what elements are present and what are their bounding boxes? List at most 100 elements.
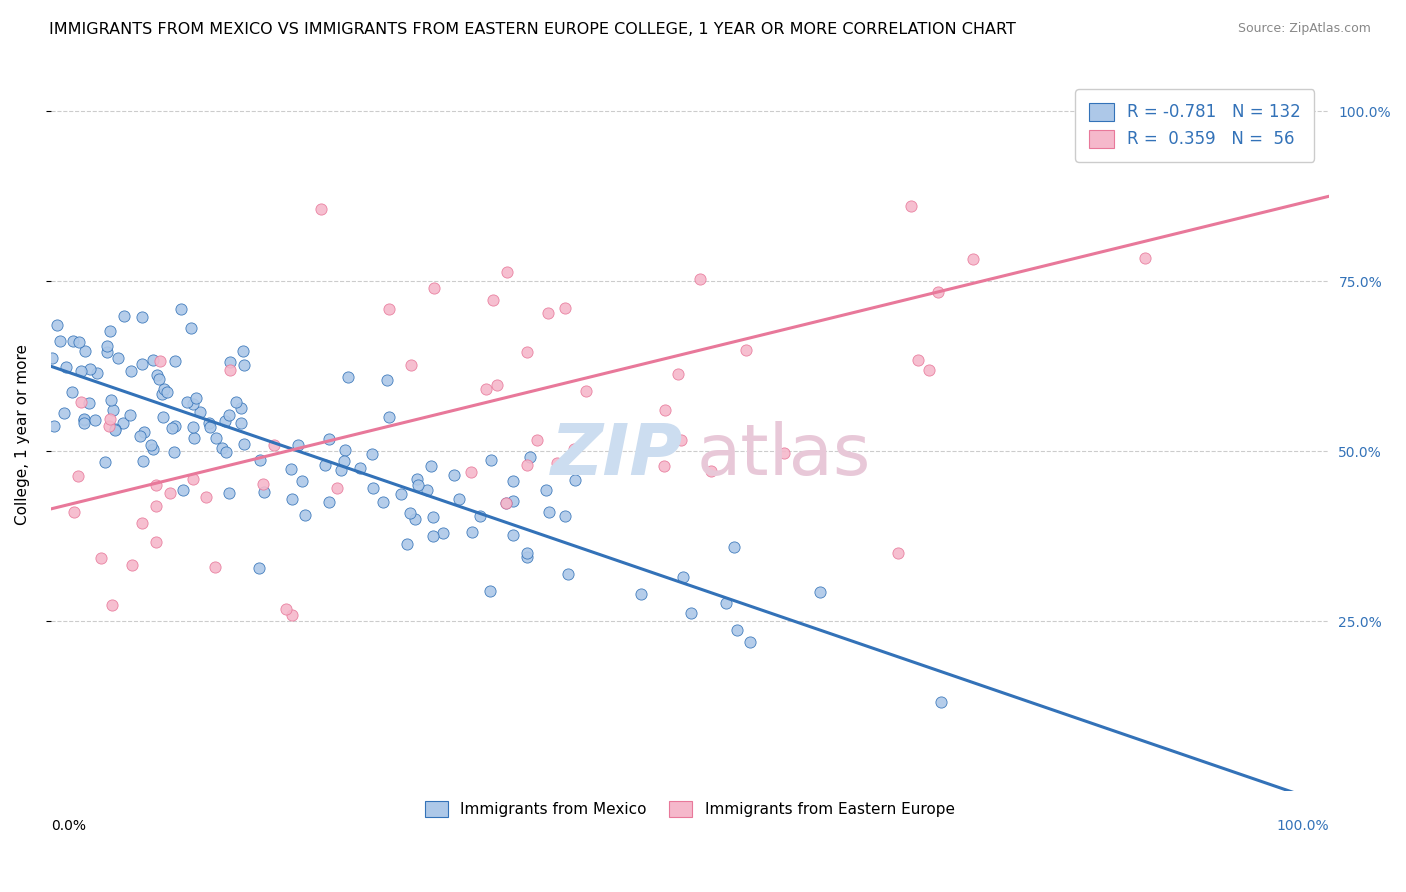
Point xyxy=(333,453,356,467)
Point xyxy=(165,419,187,434)
Point xyxy=(808,584,831,599)
Point xyxy=(79,362,101,376)
Point xyxy=(375,373,398,387)
Point xyxy=(180,321,202,335)
Point xyxy=(700,464,723,478)
Point xyxy=(666,367,689,381)
Text: IMMIGRANTS FROM MEXICO VS IMMIGRANTS FROM EASTERN EUROPE COLLEGE, 1 YEAR OR MORE: IMMIGRANTS FROM MEXICO VS IMMIGRANTS FRO… xyxy=(49,22,1017,37)
Text: ZIP: ZIP xyxy=(551,421,683,490)
Point xyxy=(377,410,399,425)
Point xyxy=(131,516,153,530)
Point xyxy=(41,351,63,366)
Point xyxy=(218,362,240,376)
Point xyxy=(42,419,65,434)
Point xyxy=(669,433,692,447)
Point xyxy=(159,486,181,500)
Point xyxy=(335,442,357,457)
Point xyxy=(654,403,676,417)
Point xyxy=(211,441,233,455)
Point xyxy=(225,395,247,409)
Point xyxy=(90,550,112,565)
Point xyxy=(132,425,155,439)
Point xyxy=(557,567,579,582)
Point xyxy=(145,500,167,514)
Point xyxy=(142,442,165,457)
Point xyxy=(495,495,517,509)
Point xyxy=(232,343,254,358)
Point xyxy=(423,281,446,295)
Text: 0.0%: 0.0% xyxy=(51,820,86,833)
Point xyxy=(45,318,67,332)
Point xyxy=(537,505,560,519)
Point xyxy=(360,447,382,461)
Point xyxy=(218,408,240,422)
Point xyxy=(132,454,155,468)
Point xyxy=(96,339,118,353)
Point xyxy=(502,528,524,542)
Point xyxy=(516,546,538,560)
Point xyxy=(121,558,143,573)
Point xyxy=(247,561,270,575)
Point xyxy=(502,493,524,508)
Point xyxy=(399,506,422,520)
Point xyxy=(163,353,186,368)
Point xyxy=(67,335,90,350)
Point xyxy=(131,358,153,372)
Point xyxy=(160,421,183,435)
Point xyxy=(516,345,538,359)
Point xyxy=(314,458,336,472)
Point xyxy=(416,483,439,497)
Point xyxy=(107,351,129,366)
Point xyxy=(318,494,340,508)
Point xyxy=(371,495,394,509)
Point xyxy=(495,495,517,509)
Point xyxy=(176,395,198,409)
Point xyxy=(1135,251,1157,265)
Point xyxy=(96,345,118,359)
Point xyxy=(432,526,454,541)
Point xyxy=(689,272,711,286)
Point xyxy=(49,334,72,349)
Point xyxy=(554,301,576,315)
Point xyxy=(478,584,501,599)
Point xyxy=(291,475,314,489)
Point xyxy=(104,423,127,437)
Point xyxy=(156,385,179,400)
Point xyxy=(772,446,794,460)
Point xyxy=(98,324,121,338)
Point xyxy=(86,366,108,380)
Point xyxy=(475,382,498,396)
Point xyxy=(516,550,538,565)
Point xyxy=(145,478,167,492)
Point xyxy=(349,461,371,475)
Point xyxy=(152,409,174,424)
Point xyxy=(139,438,162,452)
Point xyxy=(377,302,399,317)
Point xyxy=(112,309,135,323)
Y-axis label: College, 1 year or more: College, 1 year or more xyxy=(15,343,30,524)
Point xyxy=(725,624,748,638)
Point xyxy=(101,403,124,417)
Point xyxy=(575,384,598,398)
Point xyxy=(73,344,96,359)
Point xyxy=(197,416,219,430)
Point xyxy=(723,540,745,554)
Point xyxy=(918,363,941,377)
Point xyxy=(215,445,238,459)
Point xyxy=(112,416,135,430)
Point xyxy=(52,406,75,420)
Point xyxy=(232,437,254,451)
Point xyxy=(120,364,142,378)
Point xyxy=(249,453,271,467)
Point xyxy=(184,392,207,406)
Point xyxy=(218,486,240,500)
Point xyxy=(204,560,226,574)
Text: atlas: atlas xyxy=(696,421,870,490)
Point xyxy=(276,602,298,616)
Point xyxy=(927,285,949,299)
Point xyxy=(98,411,121,425)
Point xyxy=(73,416,96,430)
Point xyxy=(399,358,422,372)
Point xyxy=(318,432,340,446)
Point xyxy=(183,431,205,445)
